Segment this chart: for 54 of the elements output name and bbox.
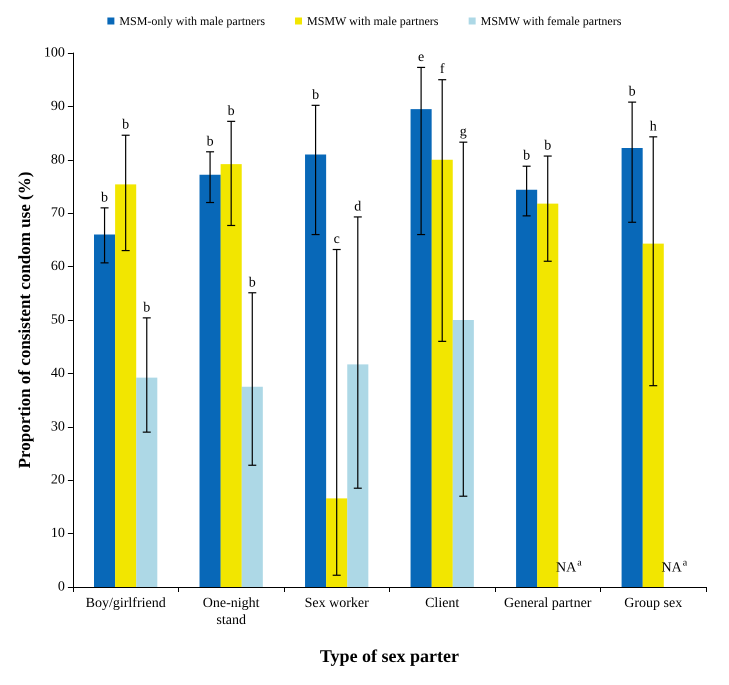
y-tick-label: 80 — [50, 152, 65, 168]
annotation: b — [101, 190, 108, 206]
legend-label: MSM-only with male partners — [119, 14, 266, 28]
y-tick-label: 90 — [50, 98, 65, 114]
x-tick-label: Boy/girlfriend — [86, 596, 166, 611]
x-tick-label: Sex worker — [304, 596, 370, 611]
bar — [452, 320, 474, 587]
bar — [326, 498, 348, 587]
bar — [642, 244, 664, 587]
x-tick-label: General partner — [504, 596, 592, 611]
bar — [220, 164, 242, 587]
y-axis-title: Proportion of consistent condom use (%) — [15, 172, 34, 468]
bar — [622, 148, 643, 587]
x-tick-label: Client — [425, 596, 460, 611]
bar — [200, 174, 221, 587]
y-tick-label: 0 — [58, 580, 65, 594]
x-tick-label: One-night stand — [202, 596, 260, 628]
y-tick-label: 100 — [44, 46, 65, 60]
bar — [94, 234, 116, 587]
bar — [537, 204, 558, 587]
annotation: b — [312, 88, 320, 103]
bar — [516, 190, 538, 587]
bar — [136, 378, 158, 587]
x-axis-title: Type of sex parter — [320, 646, 460, 666]
legend-label: MSMW with female partners — [480, 14, 622, 28]
annotation: g — [460, 124, 467, 140]
annotation: d — [354, 199, 362, 214]
annotation: h — [650, 119, 657, 134]
y-tick-label: 30 — [50, 419, 65, 434]
annotation: b — [143, 300, 150, 316]
y-tick-label: 20 — [50, 472, 65, 488]
x-tick-label: Group sex — [624, 596, 682, 611]
annotation: b — [206, 134, 214, 150]
bar — [410, 109, 432, 587]
y-tick-label: 50 — [50, 312, 65, 328]
legend-label: MSMW with male partners — [307, 14, 439, 28]
annotation: f — [440, 62, 445, 78]
bar — [242, 386, 263, 587]
y-tick-label: 60 — [50, 259, 65, 274]
annotation: b — [122, 118, 130, 133]
bar — [305, 154, 326, 587]
bar — [115, 184, 136, 587]
annotation: e — [418, 50, 424, 65]
annotation: b — [523, 148, 530, 164]
bar — [432, 160, 453, 587]
annotation: b — [628, 84, 636, 100]
annotation: c — [334, 232, 340, 248]
annotation: b — [248, 275, 256, 290]
annotation: b — [544, 138, 552, 154]
bar — [347, 364, 368, 587]
y-tick-label: 70 — [50, 206, 65, 221]
annotation: b — [228, 104, 235, 119]
y-tick-label: 40 — [50, 366, 65, 381]
y-tick-label: 10 — [50, 526, 65, 542]
